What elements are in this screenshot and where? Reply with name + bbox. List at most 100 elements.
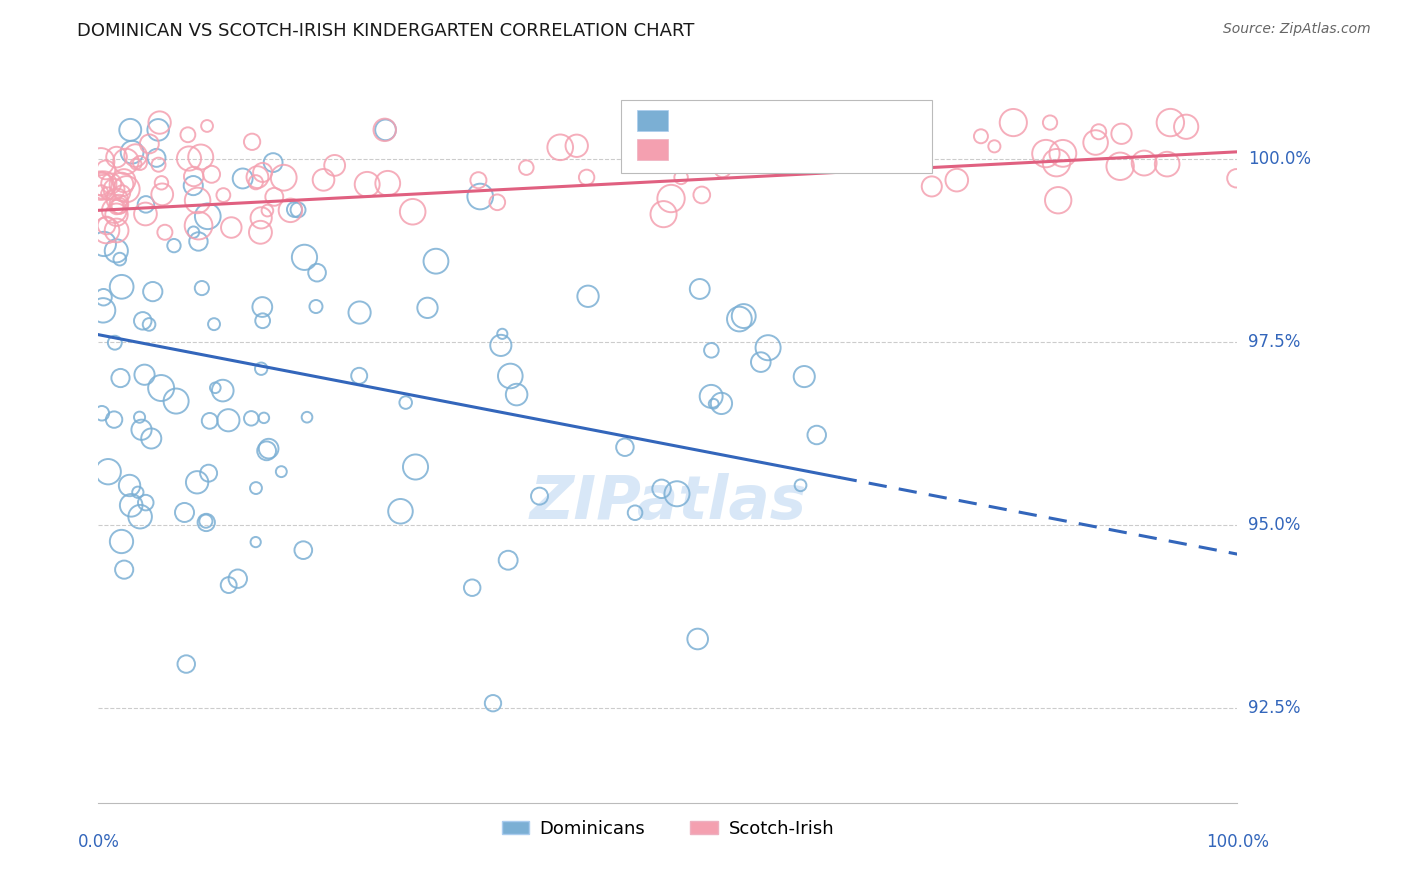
Point xyxy=(108,199,131,213)
Point xyxy=(1175,120,1198,134)
Point xyxy=(700,389,723,403)
Point xyxy=(105,192,128,206)
Text: 97.5%: 97.5% xyxy=(1249,333,1301,351)
Point xyxy=(624,506,647,520)
Point xyxy=(486,195,509,210)
Point xyxy=(93,177,115,191)
Point xyxy=(121,145,143,160)
Point xyxy=(945,173,967,187)
Point xyxy=(1052,146,1074,161)
Point xyxy=(613,440,636,454)
Point xyxy=(93,236,115,251)
Point xyxy=(174,657,197,671)
Text: 100.0%: 100.0% xyxy=(1249,150,1312,168)
Point xyxy=(186,475,208,490)
Point xyxy=(1133,156,1156,170)
Point xyxy=(789,478,811,492)
Point xyxy=(405,460,427,475)
Point xyxy=(728,312,751,326)
Point xyxy=(115,154,138,169)
Point xyxy=(165,394,187,409)
Point xyxy=(356,178,378,192)
Point xyxy=(389,504,412,518)
Point xyxy=(703,397,725,411)
Point xyxy=(198,414,221,428)
Point xyxy=(470,189,492,203)
Point xyxy=(197,209,219,223)
Point xyxy=(273,170,295,185)
Point xyxy=(240,135,263,149)
Point xyxy=(115,182,138,196)
Text: 98: 98 xyxy=(823,145,851,163)
Point xyxy=(921,179,943,194)
Point xyxy=(529,489,551,503)
Point xyxy=(855,147,877,161)
Point xyxy=(482,696,505,710)
Point xyxy=(252,165,274,179)
Point xyxy=(548,140,571,154)
Point xyxy=(149,115,172,129)
Point xyxy=(202,317,225,331)
Point xyxy=(1087,125,1109,139)
Point xyxy=(129,509,152,524)
Point xyxy=(323,158,346,172)
Point xyxy=(665,487,688,501)
Point xyxy=(1109,159,1132,173)
Point xyxy=(749,355,772,369)
Point xyxy=(163,238,186,252)
Point xyxy=(305,300,328,314)
Point xyxy=(700,343,723,358)
Point xyxy=(110,371,132,385)
Text: 0.461: 0.461 xyxy=(713,145,770,163)
Point xyxy=(491,326,513,341)
Point xyxy=(669,170,692,185)
Point xyxy=(204,381,226,395)
Point xyxy=(395,395,418,409)
Point xyxy=(256,203,278,218)
Point xyxy=(270,465,292,479)
Point xyxy=(250,211,273,225)
Point xyxy=(94,162,117,177)
Point xyxy=(312,173,335,187)
Point xyxy=(195,119,218,133)
Point xyxy=(187,194,209,208)
Point xyxy=(651,482,673,496)
Point xyxy=(132,314,155,328)
Point xyxy=(1047,193,1070,207)
Point xyxy=(103,203,125,218)
Point xyxy=(283,202,305,217)
Point xyxy=(245,481,267,495)
Point xyxy=(690,188,713,202)
Text: 0.0%: 0.0% xyxy=(77,833,120,851)
Point xyxy=(217,413,239,427)
Point xyxy=(733,309,755,323)
Point xyxy=(148,158,170,172)
Point xyxy=(111,186,134,201)
Point xyxy=(873,135,896,149)
Point xyxy=(112,563,135,577)
Point xyxy=(129,156,152,170)
Point xyxy=(173,506,195,520)
Point xyxy=(104,335,127,350)
Point xyxy=(659,192,682,206)
Point xyxy=(1035,146,1057,161)
Point xyxy=(575,170,598,185)
Point xyxy=(96,186,118,201)
Point xyxy=(110,178,132,192)
Point xyxy=(183,225,205,239)
Point xyxy=(689,282,711,296)
Point xyxy=(141,432,163,446)
Text: 105: 105 xyxy=(823,116,856,134)
Point xyxy=(307,266,329,280)
Point xyxy=(1084,136,1107,150)
Point xyxy=(652,207,675,221)
Point xyxy=(252,300,274,314)
Point xyxy=(125,157,148,171)
Point xyxy=(211,384,233,398)
Point xyxy=(671,141,693,155)
Point xyxy=(221,220,243,235)
Point xyxy=(195,516,218,530)
Point xyxy=(710,396,733,410)
Point xyxy=(105,208,128,222)
Point xyxy=(803,138,825,153)
